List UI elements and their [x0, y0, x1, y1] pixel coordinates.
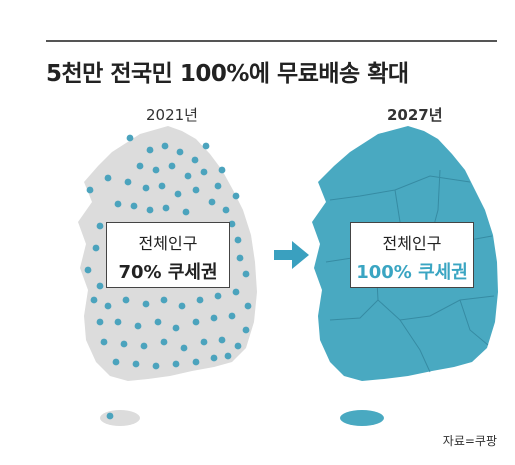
coverage-dot	[158, 182, 166, 190]
label-2027-line1: 전체인구	[382, 234, 442, 253]
coverage-dot	[86, 186, 94, 194]
coverage-dot	[152, 362, 160, 370]
coverage-dot	[84, 266, 92, 274]
coverage-dot	[224, 352, 232, 360]
coverage-dot	[218, 166, 226, 174]
coverage-dot	[114, 318, 122, 326]
coverage-dot	[100, 338, 108, 346]
coverage-dot	[174, 190, 182, 198]
coverage-dot	[134, 322, 142, 330]
coverage-dot	[210, 354, 218, 362]
coverage-dot	[176, 148, 184, 156]
coverage-dot	[232, 288, 240, 296]
coverage-dots-2021	[84, 134, 252, 420]
coverage-dot	[120, 340, 128, 348]
headline: 5천만 전국민 100%에 무료배송 확대	[46, 61, 409, 87]
coverage-dot	[96, 282, 104, 290]
coverage-dot	[242, 326, 250, 334]
year-label-2027: 2027년	[387, 106, 443, 124]
coverage-dot	[172, 324, 180, 332]
coverage-dot	[178, 302, 186, 310]
coverage-dot	[104, 302, 112, 310]
coverage-dot	[112, 358, 120, 366]
coverage-dot	[96, 318, 104, 326]
coverage-dot	[146, 206, 154, 214]
coverage-dot	[154, 318, 162, 326]
coverage-dot	[106, 412, 114, 420]
coverage-dot	[130, 202, 138, 210]
coverage-dot	[214, 292, 222, 300]
coverage-dot	[136, 162, 144, 170]
coverage-dot	[162, 204, 170, 212]
coverage-dot	[234, 236, 242, 244]
coverage-dot	[244, 302, 252, 310]
coverage-dot	[192, 186, 200, 194]
coverage-dot	[236, 254, 244, 262]
label-2021-line1: 전체인구	[138, 234, 198, 253]
coverage-dot	[92, 244, 100, 252]
top-rule	[46, 40, 497, 42]
coverage-dot	[228, 220, 236, 228]
coverage-dot	[96, 222, 104, 230]
coverage-dot	[160, 296, 168, 304]
coverage-dot	[152, 166, 160, 174]
coverage-dot	[218, 336, 226, 344]
label-2027-line2: 100% 쿠세권	[356, 262, 468, 283]
coverage-dot	[232, 192, 240, 200]
coverage-dot	[228, 312, 236, 320]
map-2021-jeju	[100, 410, 140, 426]
coverage-dot	[192, 318, 200, 326]
coverage-dot	[196, 296, 204, 304]
coverage-dot	[210, 314, 218, 322]
coverage-dot	[142, 184, 150, 192]
coverage-dot	[146, 146, 154, 154]
coverage-dot	[114, 200, 122, 208]
coverage-dot	[242, 270, 250, 278]
coverage-dot	[140, 342, 148, 350]
label-2021-line2: 70% 쿠세권	[118, 262, 218, 283]
coverage-dot	[172, 360, 180, 368]
coverage-dot	[142, 300, 150, 308]
coverage-dot	[132, 360, 140, 368]
coverage-dot	[168, 162, 176, 170]
coverage-dot	[200, 168, 208, 176]
coverage-dot	[214, 182, 222, 190]
coverage-dot	[160, 338, 168, 346]
coverage-dot	[126, 134, 134, 142]
map-2027-jeju	[340, 410, 384, 426]
source-credit: 자료=쿠팡	[442, 434, 497, 448]
coverage-dot	[208, 198, 216, 206]
year-label-2021: 2021년	[146, 106, 198, 124]
coverage-dot	[234, 342, 242, 350]
coverage-dot	[200, 338, 208, 346]
coverage-dot	[104, 174, 112, 182]
coverage-dot	[182, 208, 190, 216]
coverage-dot	[161, 142, 169, 150]
coverage-dot	[122, 296, 130, 304]
coverage-dot	[192, 358, 200, 366]
coverage-dot	[202, 142, 210, 150]
label-box-2021: 전체인구 70% 쿠세권	[106, 222, 230, 288]
coverage-dot	[180, 344, 188, 352]
label-box-2027: 전체인구 100% 쿠세권	[350, 222, 474, 288]
coverage-dot	[222, 206, 230, 214]
coverage-dot	[124, 178, 132, 186]
right-arrow-icon	[274, 241, 309, 269]
coverage-dot	[191, 156, 199, 164]
coverage-dot	[90, 296, 98, 304]
coverage-dot	[184, 172, 192, 180]
